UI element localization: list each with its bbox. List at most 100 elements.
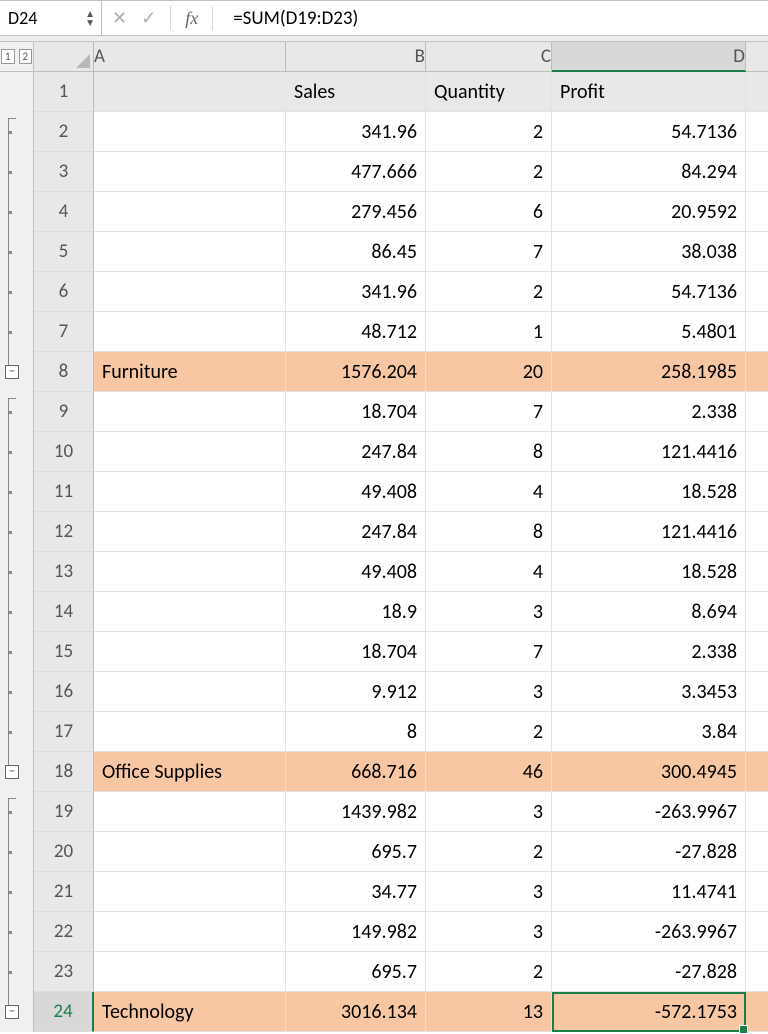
cell-C7[interactable]: 1 <box>426 312 552 352</box>
cell-E8[interactable] <box>746 352 768 392</box>
cell-C10[interactable]: 8 <box>426 432 552 472</box>
cell-A15[interactable] <box>94 632 286 672</box>
row-header[interactable]: 8 <box>34 352 94 392</box>
cell-C17[interactable]: 2 <box>426 712 552 752</box>
cell-B7[interactable]: 48.712 <box>286 312 426 352</box>
cell-E12[interactable] <box>746 512 768 552</box>
cell-A22[interactable] <box>94 912 286 952</box>
cell-E14[interactable] <box>746 592 768 632</box>
cell-D6[interactable]: 54.7136 <box>552 272 746 312</box>
cell-D1[interactable]: Profit <box>552 72 746 112</box>
cell-A24[interactable]: Technology <box>94 992 286 1032</box>
cell-C8[interactable]: 20 <box>426 352 552 392</box>
cell-D2[interactable]: 54.7136 <box>552 112 746 152</box>
cell-D3[interactable]: 84.294 <box>552 152 746 192</box>
cell-B20[interactable]: 695.7 <box>286 832 426 872</box>
cell-B22[interactable]: 149.982 <box>286 912 426 952</box>
cell-B11[interactable]: 49.408 <box>286 472 426 512</box>
col-header-A[interactable]: A <box>94 42 286 72</box>
cell-C19[interactable]: 3 <box>426 792 552 832</box>
outline-level-1[interactable]: 1 <box>1 49 15 64</box>
cell-B12[interactable]: 247.84 <box>286 512 426 552</box>
col-header-B[interactable]: B <box>286 42 426 72</box>
row-header[interactable]: 9 <box>34 392 94 432</box>
cell-D21[interactable]: 11.4741 <box>552 872 746 912</box>
cell-C22[interactable]: 3 <box>426 912 552 952</box>
cell-B24[interactable]: 3016.134 <box>286 992 426 1032</box>
cell-D17[interactable]: 3.84 <box>552 712 746 752</box>
cell-E9[interactable] <box>746 392 768 432</box>
cell-B15[interactable]: 18.704 <box>286 632 426 672</box>
cell-E18[interactable] <box>746 752 768 792</box>
cell-D11[interactable]: 18.528 <box>552 472 746 512</box>
cell-C24[interactable]: 13 <box>426 992 552 1032</box>
cell-D9[interactable]: 2.338 <box>552 392 746 432</box>
cell-C16[interactable]: 3 <box>426 672 552 712</box>
cell-E23[interactable] <box>746 952 768 992</box>
cell-E7[interactable] <box>746 312 768 352</box>
cell-B1[interactable]: Sales <box>286 72 426 112</box>
cell-A12[interactable] <box>94 512 286 552</box>
outline-level-2[interactable]: 2 <box>19 49 33 64</box>
cell-C23[interactable]: 2 <box>426 952 552 992</box>
cell-A10[interactable] <box>94 432 286 472</box>
cell-A19[interactable] <box>94 792 286 832</box>
cell-A23[interactable] <box>94 952 286 992</box>
cell-D22[interactable]: -263.9967 <box>552 912 746 952</box>
fx-icon[interactable]: fx <box>185 8 198 29</box>
row-header[interactable]: 13 <box>34 552 94 592</box>
cell-C1[interactable]: Quantity <box>426 72 552 112</box>
cell-D4[interactable]: 20.9592 <box>552 192 746 232</box>
cell-E3[interactable] <box>746 152 768 192</box>
row-header[interactable]: 10 <box>34 432 94 472</box>
cell-E24[interactable] <box>746 992 768 1032</box>
cell-A9[interactable] <box>94 392 286 432</box>
cell-B6[interactable]: 341.96 <box>286 272 426 312</box>
row-header[interactable]: 11 <box>34 472 94 512</box>
cell-A16[interactable] <box>94 672 286 712</box>
cell-C6[interactable]: 2 <box>426 272 552 312</box>
outline-collapse-button[interactable]: − <box>5 765 19 779</box>
cancel-icon[interactable]: ✕ <box>112 7 127 29</box>
row-header[interactable]: 16 <box>34 672 94 712</box>
cell-E10[interactable] <box>746 432 768 472</box>
cell-D8[interactable]: 258.1985 <box>552 352 746 392</box>
col-header-E[interactable] <box>746 42 768 72</box>
row-header[interactable]: 1 <box>34 72 94 112</box>
cell-D19[interactable]: -263.9967 <box>552 792 746 832</box>
cell-D13[interactable]: 18.528 <box>552 552 746 592</box>
cell-D7[interactable]: 5.4801 <box>552 312 746 352</box>
cell-E4[interactable] <box>746 192 768 232</box>
cell-C9[interactable]: 7 <box>426 392 552 432</box>
row-header[interactable]: 20 <box>34 832 94 872</box>
cell-C2[interactable]: 2 <box>426 112 552 152</box>
cell-A20[interactable] <box>94 832 286 872</box>
cell-E17[interactable] <box>746 712 768 752</box>
cell-D16[interactable]: 3.3453 <box>552 672 746 712</box>
cell-C11[interactable]: 4 <box>426 472 552 512</box>
cell-D14[interactable]: 8.694 <box>552 592 746 632</box>
row-header[interactable]: 3 <box>34 152 94 192</box>
cell-E19[interactable] <box>746 792 768 832</box>
cell-E5[interactable] <box>746 232 768 272</box>
cell-B16[interactable]: 9.912 <box>286 672 426 712</box>
cell-D23[interactable]: -27.828 <box>552 952 746 992</box>
cell-D20[interactable]: -27.828 <box>552 832 746 872</box>
cell-D15[interactable]: 2.338 <box>552 632 746 672</box>
cell-C21[interactable]: 3 <box>426 872 552 912</box>
row-header[interactable]: 17 <box>34 712 94 752</box>
cell-A7[interactable] <box>94 312 286 352</box>
cell-C4[interactable]: 6 <box>426 192 552 232</box>
row-header[interactable]: 12 <box>34 512 94 552</box>
cell-A17[interactable] <box>94 712 286 752</box>
cell-E13[interactable] <box>746 552 768 592</box>
cell-A8[interactable]: Furniture <box>94 352 286 392</box>
row-header[interactable]: 18 <box>34 752 94 792</box>
cell-D12[interactable]: 121.4416 <box>552 512 746 552</box>
cell-E6[interactable] <box>746 272 768 312</box>
row-header[interactable]: 15 <box>34 632 94 672</box>
cell-D10[interactable]: 121.4416 <box>552 432 746 472</box>
cell-A21[interactable] <box>94 872 286 912</box>
cell-E2[interactable] <box>746 112 768 152</box>
row-header[interactable]: 4 <box>34 192 94 232</box>
